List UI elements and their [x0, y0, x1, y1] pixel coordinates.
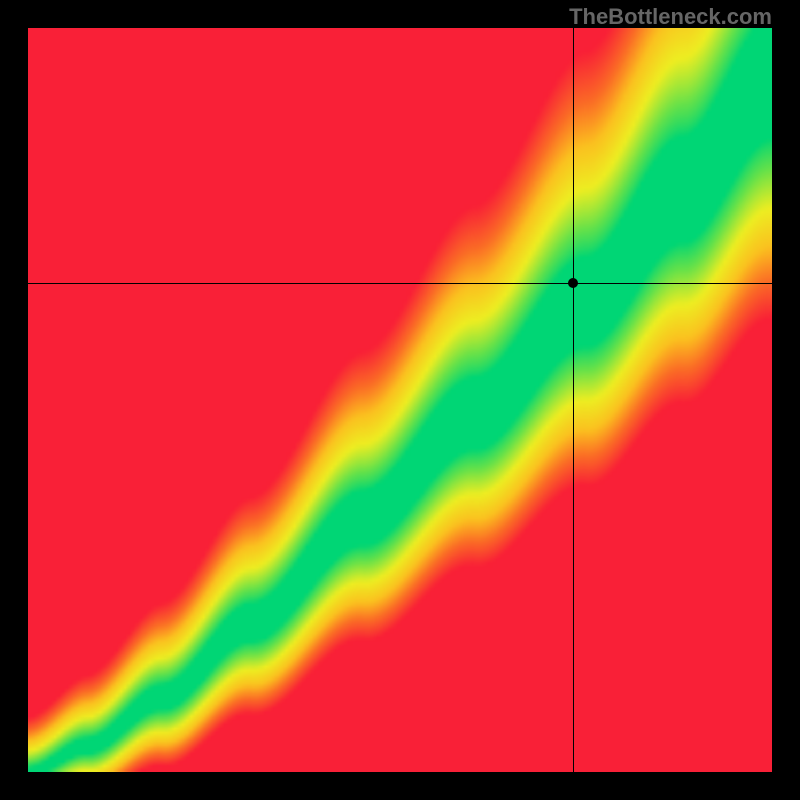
selection-marker — [568, 278, 578, 288]
crosshair-vertical — [573, 28, 574, 772]
chart-container: TheBottleneck.com — [0, 0, 800, 800]
watermark-label: TheBottleneck.com — [569, 4, 772, 30]
crosshair-horizontal — [28, 283, 772, 284]
bottleneck-heatmap — [28, 28, 772, 772]
